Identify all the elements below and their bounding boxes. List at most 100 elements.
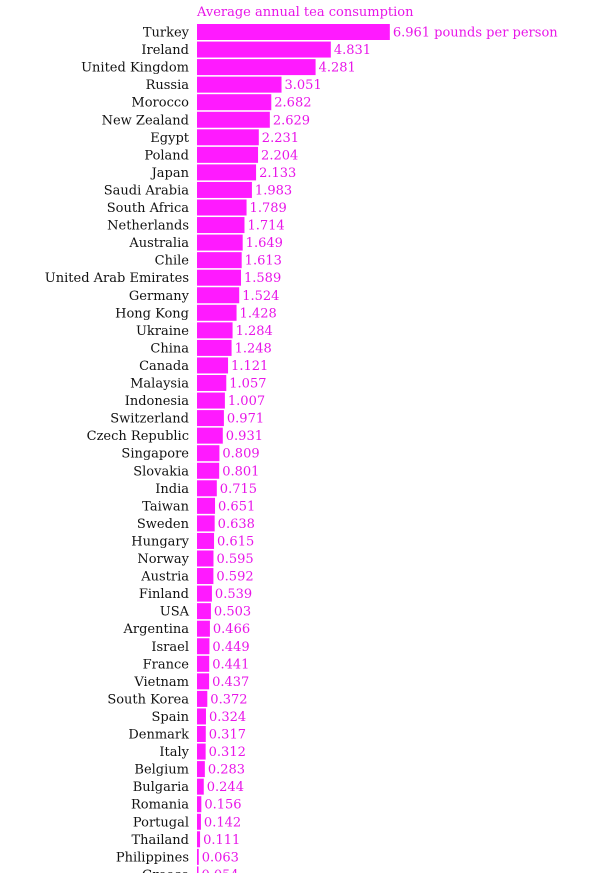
bar	[197, 866, 199, 873]
value-label: 0.317	[209, 728, 246, 743]
bar	[197, 831, 201, 848]
value-label: 1.121	[231, 359, 268, 374]
category-label: Spain	[151, 710, 189, 725]
value-label: 1.007	[228, 394, 265, 409]
value-label: 0.715	[220, 482, 257, 497]
category-label: Denmark	[128, 728, 189, 743]
category-label: Netherlands	[107, 219, 189, 234]
bar	[197, 848, 199, 865]
bar	[197, 252, 242, 269]
value-label: 2.682	[274, 96, 311, 111]
category-label: France	[143, 657, 190, 672]
value-label: 1.428	[240, 306, 277, 321]
bar	[197, 708, 206, 725]
value-label: 0.324	[209, 710, 246, 725]
value-label: 0.638	[218, 517, 255, 532]
category-label: Germany	[129, 289, 190, 304]
bar	[197, 462, 220, 479]
value-label: 0.651	[218, 499, 255, 514]
bar	[197, 796, 202, 813]
value-label: 2.629	[273, 113, 310, 128]
category-label: Egypt	[150, 131, 189, 146]
category-label: Israel	[151, 640, 189, 655]
bar	[197, 550, 214, 567]
value-label: 0.156	[204, 798, 241, 813]
bar	[197, 480, 217, 497]
value-label: 0.466	[213, 622, 250, 637]
category-label: South Africa	[107, 201, 189, 216]
category-label: New Zealand	[102, 113, 189, 128]
category-label: Chile	[155, 254, 190, 269]
bar	[197, 181, 252, 198]
value-label: 1.789	[250, 201, 287, 216]
category-label: Belgium	[134, 763, 189, 778]
value-label: 1.248	[235, 341, 272, 356]
value-label: 0.111	[203, 833, 240, 848]
bar	[197, 638, 210, 655]
category-label: Sweden	[137, 517, 190, 532]
value-label: 1.714	[247, 219, 284, 234]
category-label: Australia	[128, 236, 189, 251]
bar	[197, 164, 257, 181]
bar	[197, 761, 205, 778]
category-label: Slovakia	[133, 464, 189, 479]
value-label: 1.524	[242, 289, 279, 304]
category-label: Malaysia	[130, 377, 189, 392]
bar	[197, 427, 223, 444]
value-label: 0.142	[204, 815, 241, 830]
category-label: Canada	[139, 359, 189, 374]
value-label: 0.971	[227, 412, 264, 427]
chart-title: Average annual tea consumption	[196, 5, 414, 20]
category-label: Russia	[146, 78, 190, 93]
bar	[197, 585, 212, 602]
category-label: Taiwan	[142, 499, 189, 514]
bar	[197, 24, 390, 40]
value-label: 1.649	[246, 236, 283, 251]
value-label: 0.063	[202, 850, 239, 865]
category-label: Saudi Arabia	[104, 183, 189, 198]
category-label: Bulgaria	[133, 780, 190, 795]
bar	[197, 743, 206, 760]
value-label: 0.437	[212, 675, 249, 690]
bar	[197, 410, 224, 427]
bar	[197, 304, 237, 321]
value-label: 4.281	[319, 61, 356, 76]
value-label: 0.615	[217, 534, 254, 549]
category-label: Portugal	[133, 815, 189, 830]
value-label: 0.595	[216, 552, 253, 567]
category-label: Turkey	[143, 26, 190, 41]
category-label: United Kingdom	[81, 61, 189, 76]
category-label: United Arab Emirates	[45, 271, 189, 286]
value-label: 2.231	[262, 131, 299, 146]
category-label: Thailand	[131, 833, 189, 848]
bar	[197, 392, 225, 409]
value-label: 0.449	[212, 640, 249, 655]
bar	[197, 94, 272, 111]
bar	[197, 445, 220, 462]
bar	[197, 690, 208, 707]
value-label: 1.057	[229, 377, 266, 392]
value-label: 6.961 pounds per person	[393, 26, 558, 41]
category-label: Finland	[139, 587, 189, 602]
bar	[197, 146, 259, 163]
category-label: Hungary	[131, 534, 189, 549]
category-label: Singapore	[121, 447, 189, 462]
bar	[197, 322, 233, 339]
category-label: Japan	[150, 166, 190, 181]
bar	[197, 778, 204, 795]
bar	[197, 532, 215, 549]
category-label: Greece	[142, 868, 189, 873]
bar	[197, 620, 210, 637]
bar	[197, 199, 247, 216]
bar	[197, 287, 240, 304]
value-label: 4.831	[334, 43, 371, 58]
bar	[197, 568, 214, 585]
bar	[197, 217, 245, 234]
value-label: 0.931	[226, 429, 263, 444]
category-label: Norway	[137, 552, 189, 567]
bar	[197, 76, 282, 93]
value-label: 0.539	[215, 587, 252, 602]
category-label: China	[150, 341, 189, 356]
bar	[197, 234, 243, 251]
